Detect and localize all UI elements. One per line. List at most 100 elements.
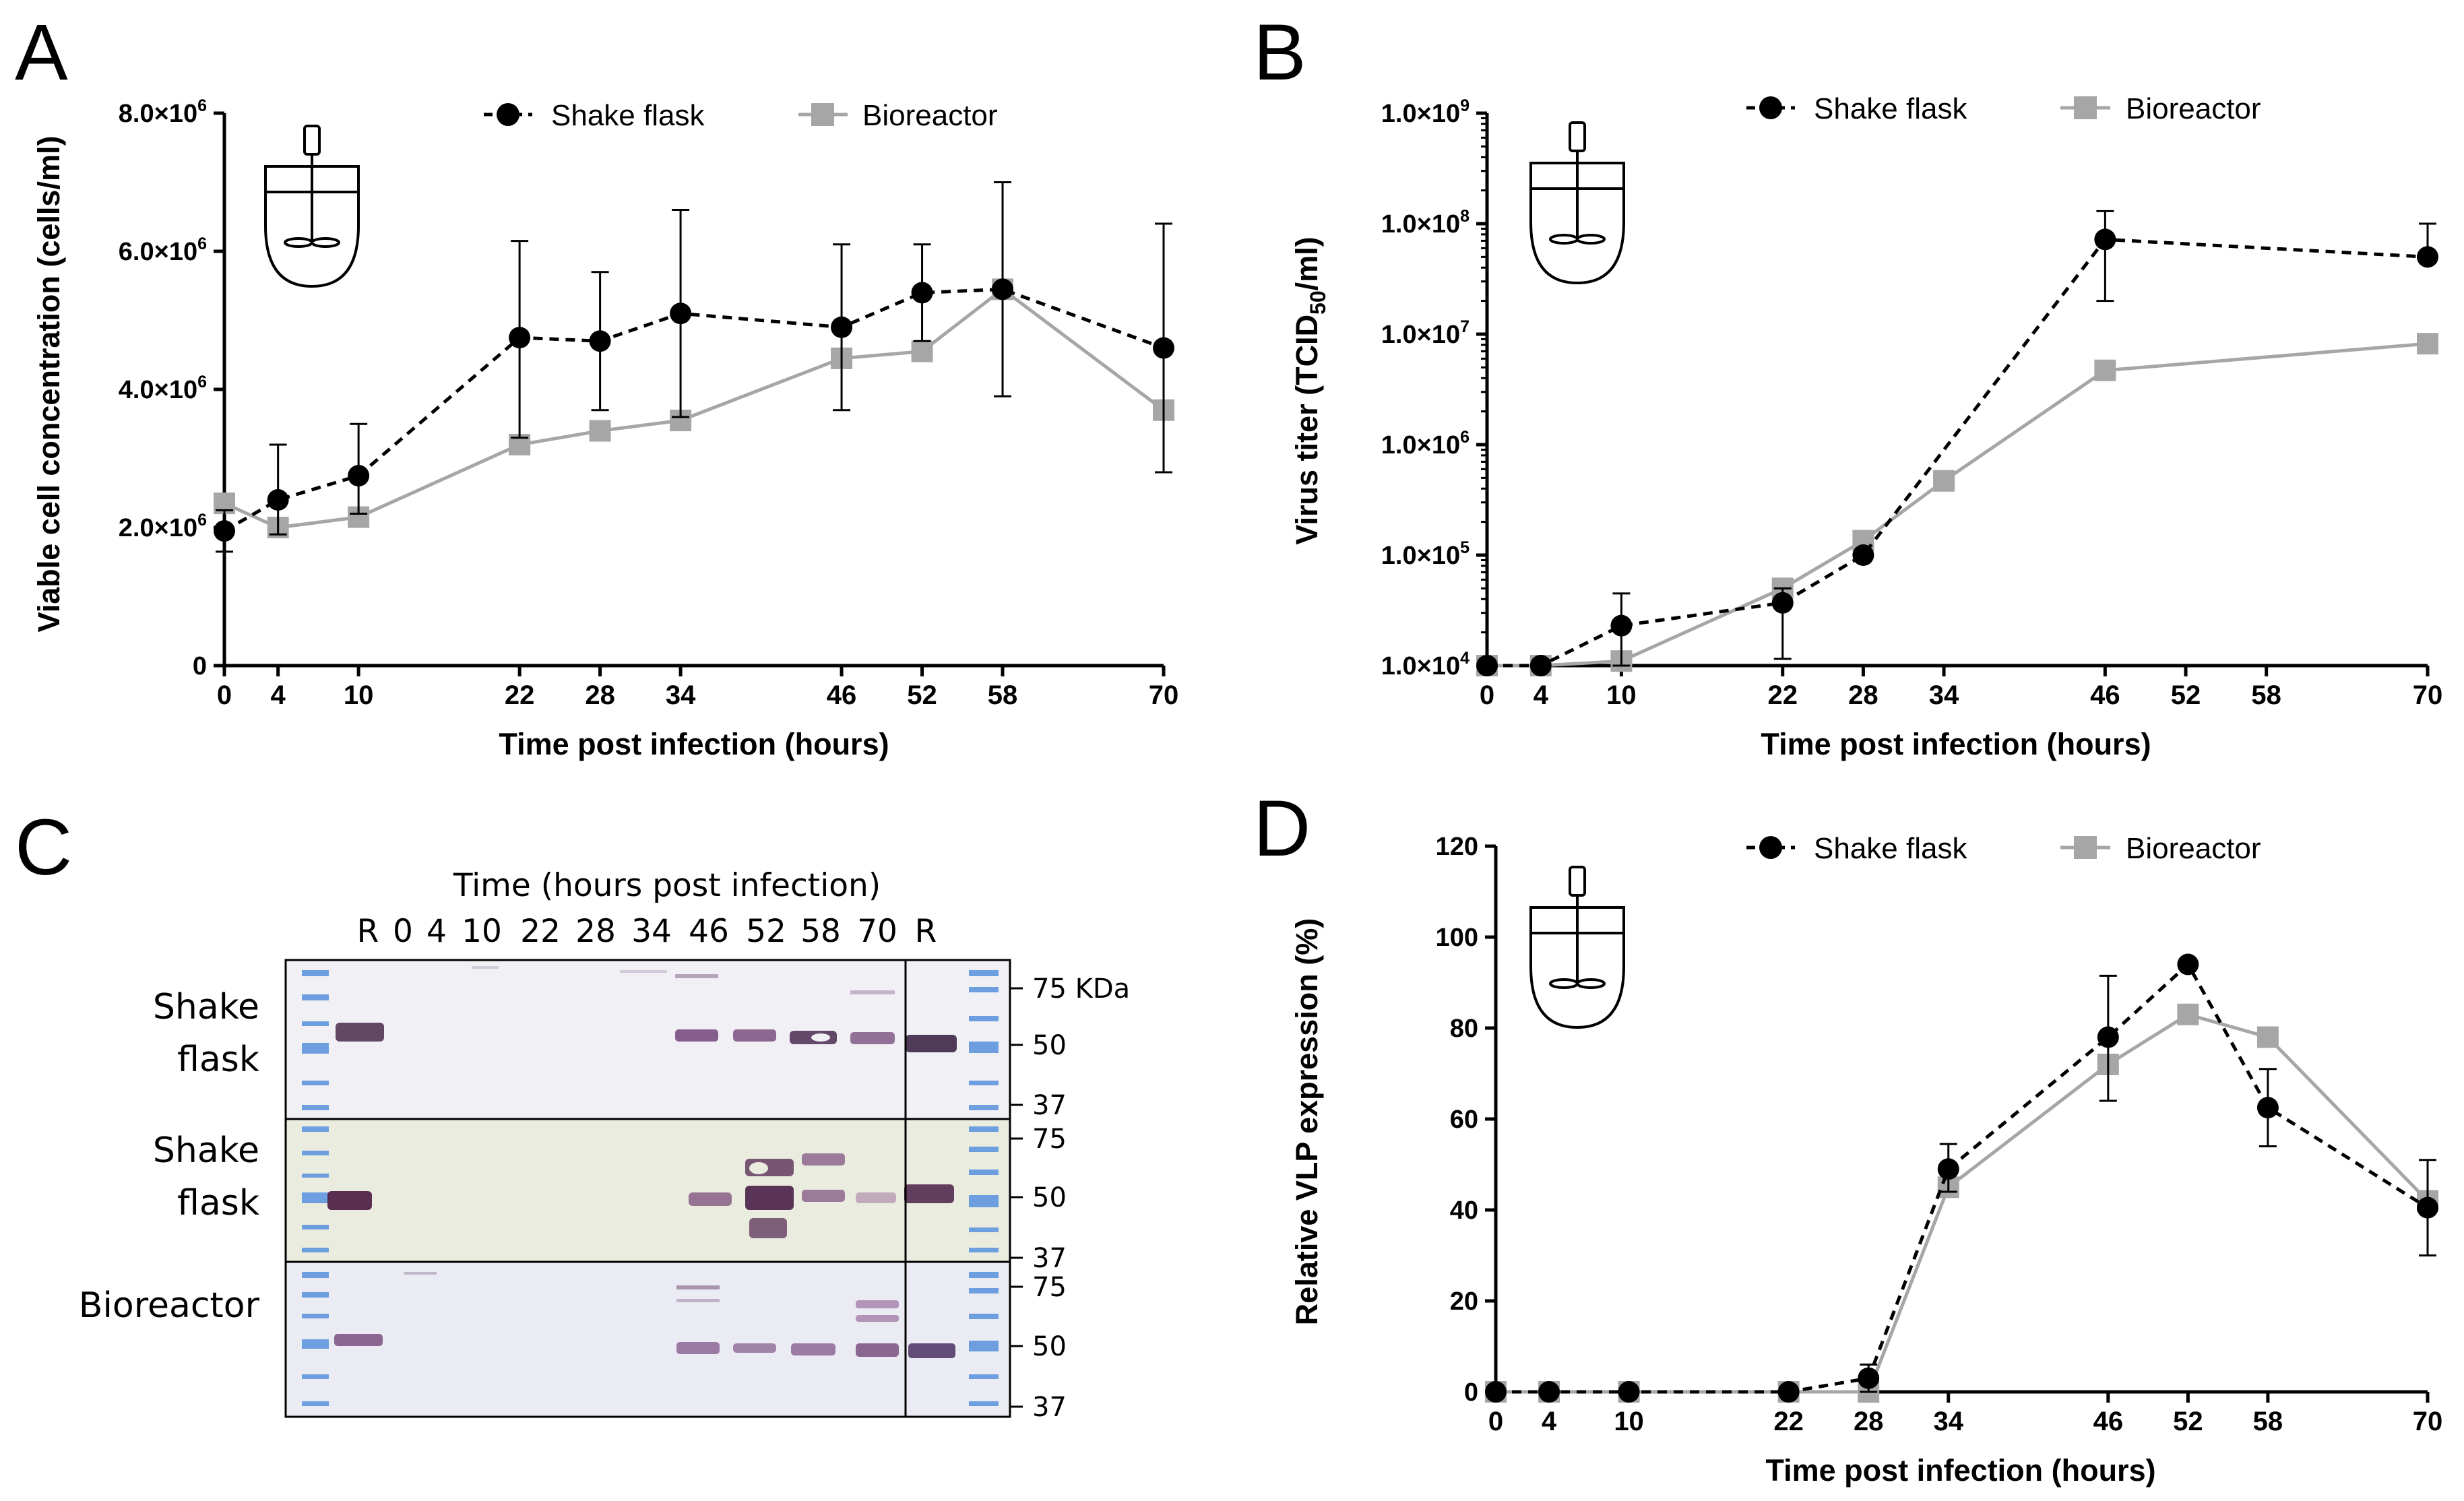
row-2-label-line1: Shake (153, 1130, 259, 1171)
chart-d-x-tick-label: 52 (2173, 1407, 2203, 1436)
chart-b-x-tick-label: 46 (2090, 680, 2120, 710)
chart-d-x-tick-label: 10 (1614, 1407, 1644, 1436)
mw-r3-50: 50 (1032, 1331, 1067, 1362)
band-r3-46 (676, 1342, 720, 1354)
chart-d-shake-point (1777, 1381, 1800, 1403)
chart-a-y-tick-label: 8.0×106 (119, 96, 207, 128)
chart-b-shake-point (1529, 655, 1552, 676)
chart-b-shake-point (1610, 614, 1633, 637)
chart-d-x-tick-label: 28 (1854, 1407, 1884, 1436)
blot-lane-label: 4 (427, 913, 447, 950)
chart-d-y-tick-label: 20 (1450, 1287, 1478, 1316)
row-1-label-line1: Shake (153, 987, 259, 1027)
row-1-label-line2: flask (177, 1040, 259, 1080)
chart-b-bio-line (1487, 342, 2428, 668)
chart-a-x-tick-label: 28 (585, 680, 615, 710)
chart-d-shake-point (1618, 1381, 1640, 1403)
chart-a-y-ticks: 0 2.0×106 4.0×106 6.0×106 8.0×106 (119, 96, 224, 680)
chart-a-x-tick-label: 70 (1149, 680, 1179, 710)
blot-lane-label: 58 (800, 913, 841, 950)
mw-r2-50: 50 (1032, 1182, 1067, 1213)
blot-row-2 (286, 1119, 1010, 1262)
legend-shake-marker (497, 103, 519, 126)
chart-d-y-tick-label: 100 (1436, 924, 1478, 952)
chart-d-bio-point (2177, 1003, 2199, 1025)
chart-a-bio-point (589, 420, 611, 442)
chart-b: 1.0×104 1.0×105 1.0×106 1.0×107 1.0×108 1.0×1… (1290, 92, 2442, 761)
chart-d-shake-point (2417, 1196, 2438, 1219)
blot-border (284, 959, 1011, 1418)
band-r2-58 (802, 1190, 845, 1202)
chart-d-bio-point (2256, 1026, 2279, 1048)
blot-row-1 (286, 960, 1010, 1119)
chart-a-x-tick-label: 22 (505, 680, 535, 710)
row-3-label: Bioreactor (79, 1285, 260, 1326)
chart-d-y-tick-label: 40 (1450, 1196, 1478, 1225)
chart-a-series (214, 181, 1174, 553)
legend-bio-label: Bioreactor (862, 99, 998, 132)
chart-b-y-tick-label: 1.0×106 (1381, 428, 1470, 459)
mw-r1-50: 50 (1032, 1030, 1067, 1061)
chart-d-y-ticks: 0 20 40 60 80 100 120 (1436, 833, 1496, 1407)
chart-a-bio-point (911, 340, 933, 362)
chart-b-x-tick-label: 0 (1480, 680, 1494, 710)
mw-r2-75: 75 (1032, 1124, 1067, 1155)
chart-d-x-tick-label: 46 (2093, 1407, 2124, 1436)
chart-a-axes (222, 113, 1164, 668)
chart-d-x-tick-label: 0 (1488, 1407, 1503, 1436)
chart-a-shake-point (214, 520, 235, 542)
band-r1-46 (675, 1029, 718, 1042)
chart-b-xlabel: Time post infection (hours) (1761, 727, 2151, 761)
blot-lane-label: 22 (520, 913, 561, 950)
panel-letter-a: A (15, 8, 68, 97)
chart-a-shake-point (589, 330, 611, 352)
band-r3-ref2 (908, 1343, 955, 1358)
blot-lane-label: 28 (575, 913, 616, 950)
chart-a-x-tick-label: 10 (344, 680, 374, 710)
chart-a-shake-point (911, 282, 933, 304)
band-r2-ref2 (904, 1184, 954, 1203)
chart-d-bio-line (1496, 1013, 2429, 1394)
chart-a-shake-line (223, 287, 1164, 533)
chart-b-series (1476, 210, 2438, 676)
chart-b-y-tick-label: 1.0×107 (1381, 317, 1470, 349)
band-r1-ref2 (906, 1035, 957, 1052)
chart-d-shake-point (2256, 1097, 2279, 1119)
blot-row-3 (286, 1262, 1010, 1417)
legend-shake-label: Shake flask (1814, 832, 1967, 865)
chart-d-x-tick-label: 34 (1933, 1407, 1963, 1436)
panel-letter-d: D (1253, 784, 1310, 873)
chart-b-x-tick-label: 34 (1929, 680, 1959, 710)
mw-r1-75: 75 KDa (1032, 973, 1130, 1004)
chart-a-shake-point (509, 327, 531, 349)
chart-b-bio-point (1933, 470, 1955, 492)
chart-d-y-tick-label: 0 (1464, 1378, 1478, 1407)
chart-b-y-tick-label: 1.0×109 (1381, 96, 1470, 128)
bioreactor-icon (1529, 121, 1625, 285)
blot-lane-label: R (915, 913, 937, 950)
chart-b-axes (1485, 113, 2428, 668)
chart-b-y-ticks: 1.0×104 1.0×105 1.0×106 1.0×107 1.0×108 1.0×1… (1381, 96, 1487, 680)
chart-b-x-tick-label: 70 (2413, 680, 2443, 710)
chart-a: 0 2.0×106 4.0×106 6.0×106 8.0×106 0 4 10 22 28 34… (32, 96, 1178, 761)
mw-r1-37: 37 (1032, 1090, 1067, 1121)
blot-lane-label: 46 (689, 913, 729, 950)
panel-letter-b: B (1253, 8, 1306, 97)
chart-a-x-tick-label: 52 (907, 680, 937, 710)
blot-ladder-right (969, 970, 999, 1406)
chart-d-series (1485, 953, 2438, 1403)
band-r3-58 (791, 1343, 835, 1355)
row-2-label-line2: flask (177, 1183, 259, 1223)
band-r2-ref (327, 1191, 372, 1210)
legend-bio-marker (2074, 836, 2097, 859)
chart-b-shake-point (1771, 592, 1794, 614)
chart-d: 0 20 40 60 80 100 120 0 4 10 22 28 34 46 52 58 70 Time … (1290, 832, 2442, 1488)
chart-a-shake-point (831, 316, 853, 338)
blot-lane-label: R (357, 913, 379, 950)
chart-b-y-tick-label: 1.0×104 (1381, 649, 1470, 680)
mw-r3-75: 75 (1032, 1272, 1067, 1303)
western-blot: Time (hours post infection) R 0 4 10 22 28 34 4… (79, 867, 1130, 1423)
chart-b-x-tick-label: 28 (1848, 680, 1878, 710)
chart-a-x-tick-label: 0 (217, 680, 232, 710)
chart-a-y-tick-label: 0 (193, 652, 207, 680)
